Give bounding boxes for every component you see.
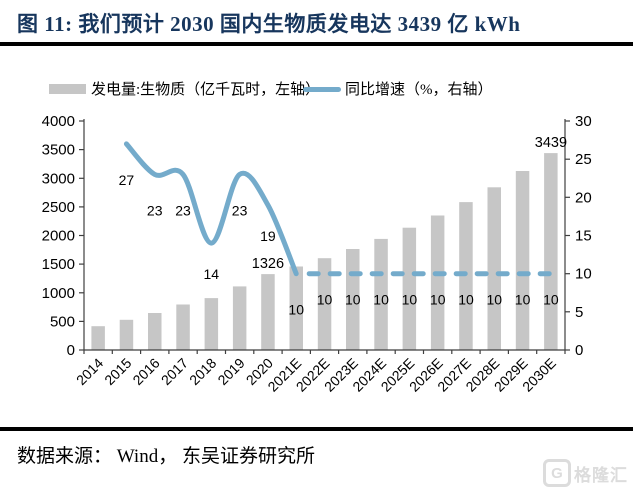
bar: [232, 286, 247, 350]
svg-text:2019: 2019: [214, 355, 247, 388]
right-axis-labels: 0 5 10 15 20 25 30: [575, 113, 592, 359]
top-divider: [0, 42, 633, 46]
svg-text:23: 23: [175, 202, 191, 218]
svg-text:2014: 2014: [73, 355, 106, 388]
svg-text:2500: 2500: [42, 199, 75, 216]
svg-text:5: 5: [575, 304, 583, 321]
svg-text:27: 27: [119, 172, 135, 188]
svg-text:10: 10: [345, 292, 361, 308]
bar: [317, 258, 332, 350]
svg-text:10: 10: [402, 292, 418, 308]
axes: [79, 119, 570, 354]
legend-bar-swatch: [49, 84, 86, 94]
svg-text:2015: 2015: [101, 355, 134, 388]
svg-text:10: 10: [317, 292, 333, 308]
svg-text:20: 20: [575, 189, 592, 206]
x-axis-labels: 20142015201620172018201920202021E2022E20…: [73, 355, 559, 395]
svg-text:15: 15: [575, 228, 592, 245]
svg-text:30: 30: [575, 113, 592, 130]
svg-text:1000: 1000: [42, 285, 75, 302]
svg-text:1500: 1500: [42, 256, 75, 273]
bar: [148, 313, 162, 350]
growth-line-solid: [123, 141, 299, 277]
bar-series: [91, 153, 558, 350]
data-source: 数据来源： Wind， 东吴证券研究所: [17, 446, 315, 467]
svg-text:2016: 2016: [129, 355, 162, 388]
svg-text:10: 10: [288, 302, 304, 318]
svg-text:10: 10: [575, 266, 592, 283]
svg-text:19: 19: [260, 228, 276, 244]
svg-text:10: 10: [487, 292, 503, 308]
svg-text:0: 0: [575, 342, 583, 359]
svg-text:0: 0: [67, 342, 75, 359]
svg-text:3500: 3500: [42, 142, 75, 159]
svg-text:10: 10: [373, 292, 389, 308]
legend-bar-label: 发电量:生物质（亿千瓦时，左轴）: [91, 82, 321, 98]
bar: [289, 266, 303, 350]
svg-text:4000: 4000: [42, 113, 75, 130]
growth-labels: 27 23 23 14 23 19 10 10 10 10 10 10 10 10 10 10: [119, 172, 559, 318]
legend-line-swatch: [303, 87, 341, 92]
bar: [176, 304, 190, 350]
bar: [544, 153, 558, 350]
svg-text:3000: 3000: [42, 170, 75, 187]
svg-text:25: 25: [575, 151, 592, 168]
svg-text:3439: 3439: [535, 135, 567, 151]
svg-text:500: 500: [50, 313, 75, 330]
svg-text:1326: 1326: [252, 256, 284, 272]
svg-text:10: 10: [458, 292, 474, 308]
watermark: G 格隆汇: [543, 459, 628, 487]
svg-text:10: 10: [515, 292, 531, 308]
bar-value-labels: 1326 3439: [252, 135, 567, 272]
bottom-divider: [0, 427, 633, 431]
svg-text:10: 10: [430, 292, 446, 308]
left-axis-labels: 0 500 1000 1500 2000 2500 3000 3500 4000: [42, 113, 75, 359]
gelonghui-logo-icon: G: [543, 459, 571, 487]
svg-text:2018: 2018: [186, 355, 219, 388]
svg-text:23: 23: [147, 202, 163, 218]
watermark-text: 格隆汇: [574, 465, 628, 485]
bar: [374, 238, 388, 350]
svg-text:2017: 2017: [158, 355, 191, 388]
bar: [91, 326, 105, 350]
bar: [487, 187, 501, 350]
bar: [515, 171, 530, 350]
bar: [402, 227, 417, 350]
bar: [261, 274, 275, 350]
svg-text:14: 14: [204, 266, 220, 282]
svg-text:2000: 2000: [42, 228, 75, 245]
bar-line-chart: 0 500 1000 1500 2000 2500 3000 3500 4000 0 5 10 15 20…: [42, 113, 592, 395]
legend-line-label: 同比增速（%，右轴）: [345, 82, 493, 98]
bar: [119, 319, 134, 350]
bar: [204, 298, 219, 350]
svg-text:10: 10: [543, 292, 559, 308]
chart-title: 图 11: 我们预计 2030 国内生物质发电达 3439 亿 kWh: [17, 12, 521, 36]
bar: [430, 215, 445, 350]
svg-text:23: 23: [232, 202, 248, 218]
